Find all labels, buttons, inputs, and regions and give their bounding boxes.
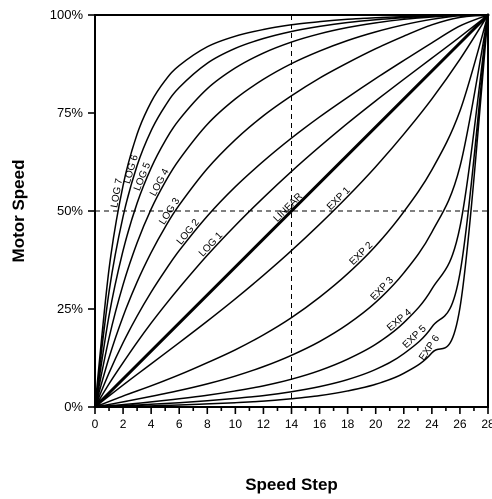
y-tick-label: 100%	[50, 7, 84, 22]
x-tick-label: 12	[257, 417, 271, 431]
series-label-log-2: LOG 2	[175, 217, 202, 247]
series-line-log-7	[94, 14, 489, 408]
x-tick-label: 2	[120, 417, 127, 431]
x-axis-ticks: 0 2 4 6 8 10 12 14 16 18 20 22 24 26 28	[92, 407, 492, 431]
y-tick-label: 75%	[57, 105, 83, 120]
series-label-exp-1: EXP 1	[325, 185, 353, 213]
y-axis-title: Motor Speed	[9, 160, 28, 263]
reference-lines	[95, 15, 488, 407]
series-line-exp-5	[94, 14, 489, 408]
x-tick-label: 18	[341, 417, 355, 431]
series-line-exp-1	[94, 14, 489, 408]
x-tick-label: 6	[176, 417, 183, 431]
series-line-exp-2	[94, 14, 489, 408]
x-tick-label: 16	[313, 417, 327, 431]
series-line-log-2	[94, 14, 489, 408]
series-line-log-1	[94, 14, 489, 408]
series-line-exp-3	[94, 14, 489, 408]
x-tick-label: 26	[453, 417, 467, 431]
series-label-log-1: LOG 1	[197, 230, 226, 259]
x-tick-label: 14	[285, 417, 299, 431]
x-axis-title: Speed Step	[245, 475, 338, 494]
y-tick-label: 50%	[57, 203, 83, 218]
series-line-linear	[93, 13, 490, 409]
series-label-exp-2: EXP 2	[347, 240, 375, 268]
x-tick-label: 4	[148, 417, 155, 431]
series-label-log-7: LOG 7	[109, 177, 125, 208]
series-line-log-5	[94, 14, 489, 408]
x-tick-label: 0	[92, 417, 99, 431]
x-tick-label: 28	[481, 417, 492, 431]
series-line-exp-6	[94, 14, 489, 408]
x-tick-label: 8	[204, 417, 211, 431]
series-line-log-4	[94, 14, 489, 408]
series-label-exp-4: EXP 4	[385, 307, 414, 334]
series-line-log-6	[94, 14, 489, 408]
x-tick-label: 24	[425, 417, 439, 431]
series-line-log-3	[94, 14, 489, 408]
series-label-exp-3: EXP 3	[369, 275, 397, 303]
y-tick-label: 25%	[57, 301, 83, 316]
series-curves	[93, 13, 490, 409]
series-line-exp-4	[94, 14, 489, 408]
x-tick-label: 22	[397, 417, 411, 431]
series-label-linear: LINEAR	[272, 191, 305, 224]
series-label-log-4: LOG 4	[148, 167, 172, 199]
y-tick-label: 0%	[64, 399, 83, 414]
x-tick-label: 10	[229, 417, 243, 431]
y-axis-ticks: 0% 25% 50% 75% 100%	[50, 7, 95, 414]
x-tick-label: 20	[369, 417, 383, 431]
